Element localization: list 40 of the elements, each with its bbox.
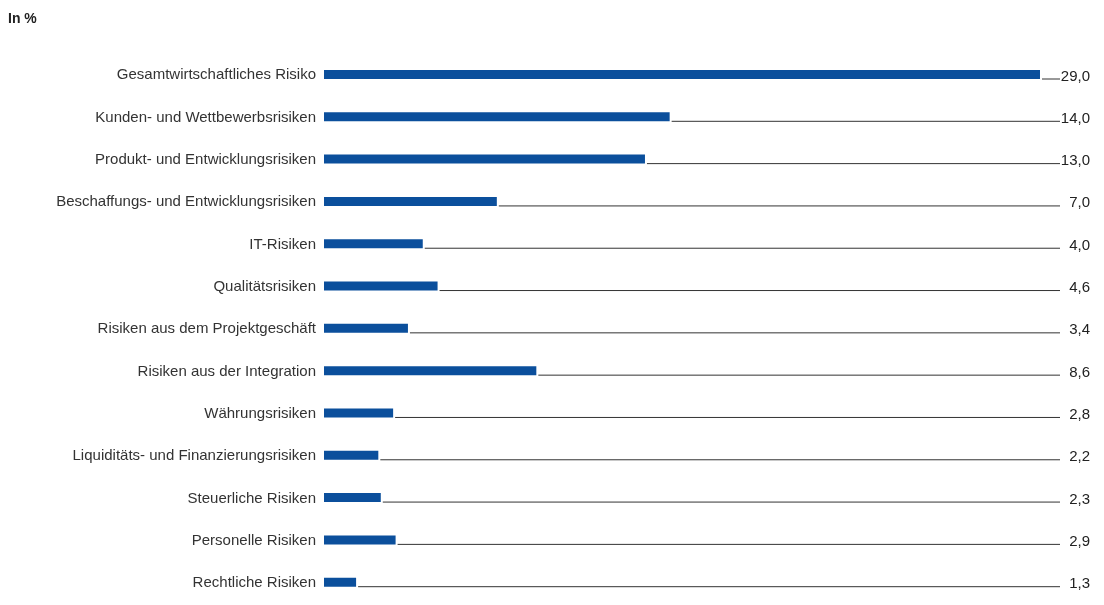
- data-label: 2,3: [1069, 489, 1090, 507]
- bar: [324, 323, 408, 333]
- data-label: 8,6: [1069, 362, 1090, 380]
- y-tick-label: Gesamtwirtschaftliches Risiko: [116, 65, 316, 83]
- data-label: 2,9: [1069, 531, 1090, 549]
- bar: [324, 450, 379, 460]
- y-tick-label: Währungsrisiken: [204, 403, 316, 421]
- bar: [324, 493, 381, 503]
- bar: [324, 408, 394, 418]
- bar: [324, 577, 357, 587]
- bar: [324, 70, 1040, 79]
- y-tick-label: Personelle Risiken: [191, 530, 316, 548]
- data-label: 3,4: [1069, 320, 1090, 338]
- y-tick-label: Rechtliche Risiken: [192, 573, 316, 591]
- y-tick-label: Risiken aus der Integration: [137, 361, 316, 379]
- data-label: 1,3: [1069, 574, 1090, 592]
- data-label: 14,0: [1060, 108, 1090, 126]
- data-label: 29,0: [1060, 66, 1090, 84]
- data-label: 4,0: [1069, 235, 1090, 253]
- bar: [324, 154, 645, 164]
- data-label: 13,0: [1060, 151, 1090, 169]
- bar: [324, 196, 497, 206]
- bar: [324, 239, 423, 249]
- y-tick-label: Risiken aus dem Projektgeschäft: [97, 319, 317, 337]
- data-label: 4,6: [1069, 278, 1090, 296]
- y-tick-label: Kunden- und Wettbewerbsrisiken: [95, 107, 316, 125]
- y-tick-label: Produkt- und Entwicklungsrisiken: [95, 150, 316, 168]
- y-tick-label: Beschaffungs- und Entwicklungsrisiken: [56, 192, 316, 210]
- data-label: 2,8: [1069, 404, 1090, 422]
- data-label: 7,0: [1069, 193, 1090, 211]
- y-tick-label: Liquiditäts- und Finanzierungsrisiken: [72, 446, 316, 464]
- bar: [324, 535, 396, 545]
- bar: [324, 281, 438, 291]
- y-tick-label: Qualitätsrisiken: [213, 277, 316, 295]
- y-tick-label: Steuerliche Risiken: [187, 488, 316, 506]
- bar: [324, 366, 537, 376]
- text: In %: [8, 9, 38, 28]
- y-tick-label: IT-Risiken: [249, 234, 316, 252]
- bar: [324, 112, 670, 122]
- data-label: 2,2: [1069, 447, 1090, 465]
